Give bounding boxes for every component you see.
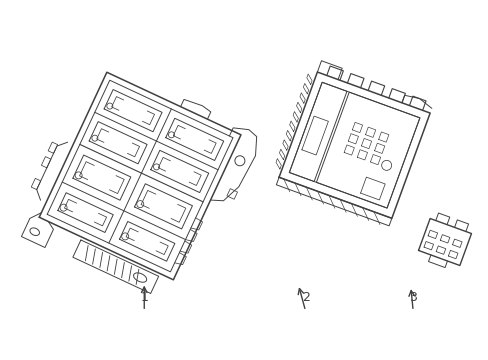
- Text: 2: 2: [301, 291, 309, 304]
- Bar: [226, 189, 237, 199]
- Text: 1: 1: [140, 291, 148, 304]
- Text: 3: 3: [408, 291, 416, 304]
